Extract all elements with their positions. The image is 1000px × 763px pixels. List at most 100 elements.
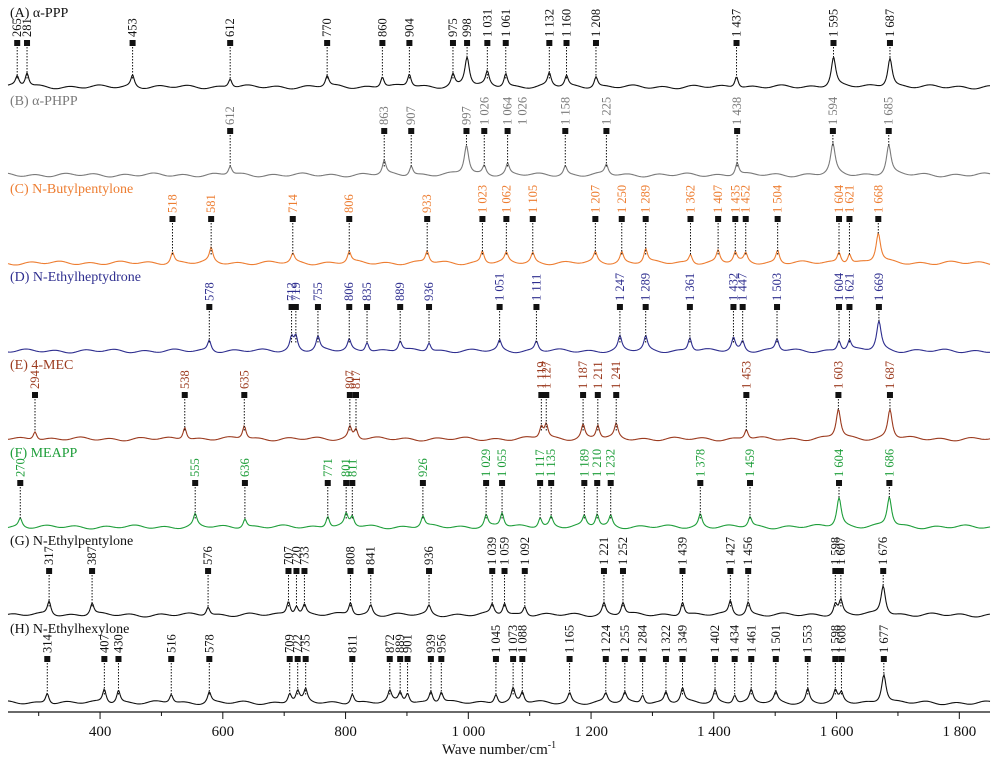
spectrum-name: (F) MEAPP	[10, 446, 78, 461]
peak-label: 997	[459, 106, 473, 125]
peak-marker	[294, 656, 301, 662]
peak-label: 1 594	[826, 96, 840, 125]
peak-marker	[621, 656, 628, 662]
peak-marker	[397, 304, 404, 310]
peak-label: 1 322	[659, 625, 673, 653]
peak-marker	[504, 128, 511, 134]
peak-marker	[424, 216, 431, 222]
peak-label: 1 189	[577, 449, 591, 477]
peak-marker	[463, 128, 470, 134]
peak-marker	[479, 216, 486, 222]
peak-marker	[838, 656, 845, 662]
peak-marker	[607, 480, 614, 486]
peak-label: 1 668	[871, 185, 885, 213]
peak-label: 1 598	[828, 625, 842, 653]
peak-marker	[510, 656, 517, 662]
peak-label: 720	[289, 546, 303, 565]
peak-marker	[386, 656, 393, 662]
peak-label: 1 211	[591, 361, 605, 389]
peak-label: 1 092	[518, 537, 532, 565]
peak-label: 1 026	[515, 97, 529, 125]
peak-label: 1 677	[877, 625, 891, 653]
peak-marker	[302, 656, 309, 662]
peak-label: 1 225	[599, 97, 613, 125]
peak-label: 518	[165, 194, 179, 213]
spectrum-panel: (C) N-Butylpentylone 518 581 714 806 933 1 023…	[7, 182, 991, 266]
peak-label: 755	[311, 282, 325, 301]
peak-label: 1 073	[506, 625, 520, 653]
peak-marker	[616, 304, 623, 310]
peak-marker	[748, 656, 755, 662]
x-axis-label-text: Wave number/cm	[442, 742, 548, 758]
peak-label: 407	[97, 634, 111, 653]
peak-label: 1 165	[563, 625, 577, 653]
peak-marker	[880, 656, 887, 662]
peak-label: 926	[416, 458, 430, 477]
peak-marker	[496, 304, 503, 310]
peak-marker	[603, 128, 610, 134]
spectrum-name: (G) N-Ethylpentylone	[10, 534, 133, 549]
peak-marker	[379, 40, 386, 46]
peak-marker	[24, 40, 31, 46]
spectrum-line	[7, 673, 991, 706]
peak-label: 317	[42, 546, 56, 565]
peak-label: 1 064	[501, 96, 515, 125]
peak-label: 635	[237, 370, 251, 389]
peak-label: 1 284	[636, 624, 650, 653]
peak-marker	[285, 568, 292, 574]
peak-marker	[205, 568, 212, 574]
peak-label: 1 504	[771, 184, 785, 213]
peak-marker	[563, 40, 570, 46]
spectrum-name: (C) N-Butylpentylone	[10, 182, 133, 197]
peak-label: 270	[13, 458, 27, 477]
peak-marker	[492, 656, 499, 662]
peak-marker	[846, 216, 853, 222]
peak-label: 1 250	[615, 185, 629, 213]
peak-label: 1 241	[609, 361, 623, 389]
peak-label: 430	[111, 634, 125, 653]
peak-marker	[32, 392, 39, 398]
x-tick-label: 1 800	[942, 724, 976, 740]
peak-label: 1 105	[526, 185, 540, 213]
peak-label: 889	[393, 634, 407, 653]
peak-marker	[314, 304, 321, 310]
x-axis-label: Wave number/cm-1	[442, 740, 556, 758]
peak-marker	[832, 656, 839, 662]
peak-marker	[101, 656, 108, 662]
peak-label: 907	[404, 106, 418, 125]
peak-marker	[594, 392, 601, 398]
peak-marker	[715, 216, 722, 222]
peak-marker	[772, 656, 779, 662]
x-tick-label: 1 400	[697, 724, 731, 740]
peak-label: 1 208	[589, 9, 603, 37]
peak-label: 1 062	[499, 185, 513, 213]
peak-label: 1 453	[739, 361, 753, 389]
peak-label: 933	[420, 194, 434, 213]
peak-label: 707	[281, 546, 295, 565]
peak-marker	[129, 40, 136, 46]
peak-marker	[481, 128, 488, 134]
peak-label: 1 349	[676, 625, 690, 653]
peak-label: 1 604	[832, 272, 846, 301]
peak-marker	[324, 480, 331, 486]
peak-label: 1 608	[834, 625, 848, 653]
peak-label: 581	[204, 194, 218, 213]
peak-marker	[343, 480, 350, 486]
peak-marker	[426, 568, 433, 574]
peak-marker	[352, 392, 359, 398]
peak-marker	[349, 480, 356, 486]
peak-marker	[642, 216, 649, 222]
peak-label: 1 045	[489, 625, 503, 653]
peak-marker	[739, 304, 746, 310]
peak-label: 1 160	[560, 9, 574, 37]
peak-label: 807	[343, 370, 357, 389]
peak-label: 294	[28, 370, 42, 390]
peak-label: 1 378	[693, 449, 707, 477]
peak-label: 1 224	[599, 624, 613, 653]
peak-label: 1 621	[842, 273, 856, 301]
peak-label: 1 059	[498, 537, 512, 565]
peak-marker	[686, 304, 693, 310]
peak-marker	[804, 656, 811, 662]
